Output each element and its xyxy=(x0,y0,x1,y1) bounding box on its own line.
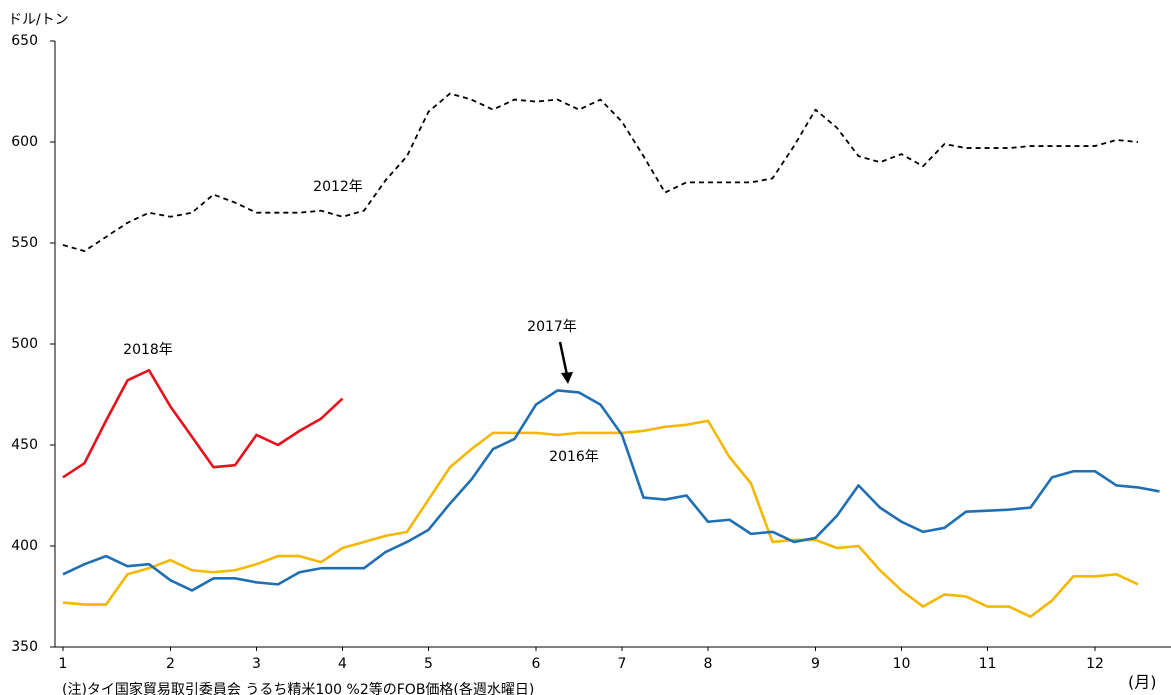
series-line xyxy=(62,368,344,479)
x-tick-label: 3 xyxy=(252,656,261,672)
x-tick-label: 1 xyxy=(59,656,68,672)
x-tick-label: 4 xyxy=(338,656,347,672)
y-tick-label: 600 xyxy=(11,134,38,150)
y-tick-label: 500 xyxy=(11,336,38,352)
series-label: 2018年 xyxy=(123,342,173,358)
x-tick-label: 6 xyxy=(532,656,541,672)
series-label: 2012年 xyxy=(313,179,363,195)
y-tick-label: 550 xyxy=(11,235,38,251)
arrow-head xyxy=(561,372,573,384)
series-label: 2016年 xyxy=(549,449,599,465)
x-tick-label: 10 xyxy=(893,656,911,672)
arrow xyxy=(558,341,569,376)
y-tick-label: 400 xyxy=(11,538,38,554)
y-tick-label: 650 xyxy=(11,33,38,49)
x-tick-label: 9 xyxy=(811,656,820,672)
series-line xyxy=(62,419,1139,618)
series-line xyxy=(62,389,1160,592)
note: (注)タイ国家貿易取引委員会 うるち精米100 %2等のFOB価格(各週水曜日) xyxy=(62,681,534,695)
series-line xyxy=(62,92,1139,252)
x-tick-label: 12 xyxy=(1086,656,1104,672)
x-tick-label: 2 xyxy=(166,656,175,672)
y-tick-label: 350 xyxy=(11,639,38,655)
y-axis-label: ドル/トン xyxy=(8,12,69,28)
x-tick-label: 7 xyxy=(618,656,627,672)
series-label: 2017年 xyxy=(527,319,577,335)
x-tick-label: 11 xyxy=(979,656,997,672)
x-tick-label: 5 xyxy=(424,656,433,672)
x-axis-label: (月) xyxy=(1128,673,1157,692)
y-tick-label: 450 xyxy=(11,437,38,453)
x-tick-label: 8 xyxy=(704,656,713,672)
